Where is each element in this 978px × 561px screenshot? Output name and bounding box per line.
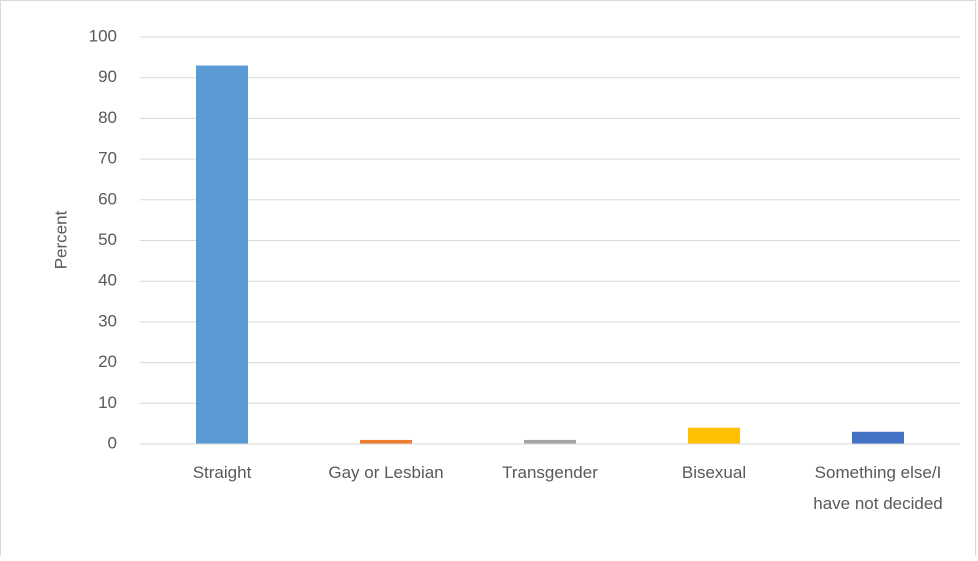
x-tick-label: Bisexual (682, 463, 746, 482)
y-tick-label: 80 (98, 108, 117, 127)
y-tick-label: 30 (98, 311, 117, 330)
y-tick-label: 0 (108, 433, 117, 452)
y-tick-label: 40 (98, 271, 117, 290)
bar (524, 439, 576, 444)
y-axis-label: Percent (51, 210, 70, 269)
y-tick-label: 70 (98, 149, 117, 168)
y-tick-label: 50 (98, 230, 117, 249)
y-tick-label: 10 (98, 393, 117, 412)
bar (360, 439, 412, 444)
x-tick-label: Transgender (502, 463, 598, 482)
y-tick-label: 100 (89, 26, 117, 45)
y-tick-label: 20 (98, 352, 117, 371)
x-tick-label: Straight (193, 463, 252, 482)
bar (852, 431, 904, 444)
bar (196, 65, 248, 445)
y-tick-label: 90 (98, 67, 117, 86)
x-tick-label: Gay or Lesbian (328, 463, 443, 482)
bar (688, 427, 740, 444)
y-tick-label: 60 (98, 189, 117, 208)
x-tick-label: Something else/I have not decided (813, 463, 943, 513)
